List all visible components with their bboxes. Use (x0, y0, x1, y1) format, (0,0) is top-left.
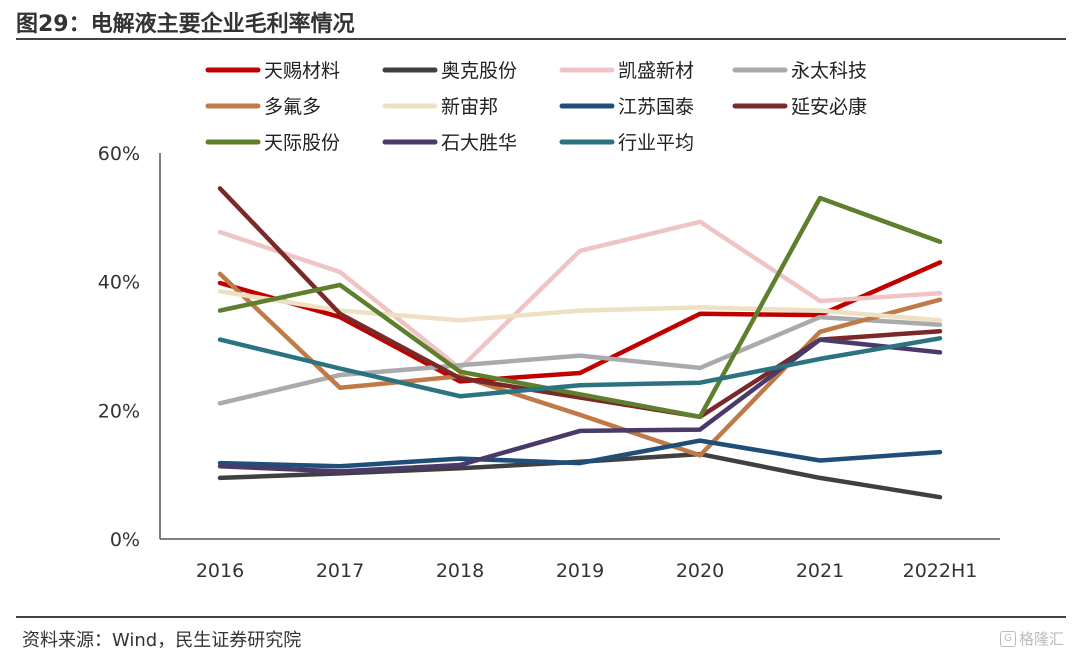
legend-label: 延安必康 (791, 96, 867, 118)
legend-label: 天际股份 (264, 132, 340, 154)
series-line-3 (217, 219, 943, 371)
watermark: G 格隆汇 (999, 628, 1064, 649)
legend-label: 行业平均 (618, 132, 694, 154)
series-line-9 (217, 195, 943, 420)
y-tick-label: 20% (98, 400, 140, 422)
series-line-4 (217, 314, 943, 406)
legend-label: 石大胜华 (441, 132, 517, 154)
watermark-logo-icon: G (999, 630, 1016, 647)
page-title: 图29：电解液主要企业毛利率情况 (16, 12, 355, 37)
series-line-8 (217, 186, 943, 420)
x-tick-label: 2020 (676, 560, 724, 582)
series-line-5 (217, 271, 943, 458)
legend-label: 天赐材料 (264, 60, 340, 82)
y-tick-label: 60% (98, 143, 140, 165)
x-tick-label: 2017 (316, 560, 364, 582)
x-tick-label: 2016 (196, 560, 244, 582)
x-tick-label: 2019 (556, 560, 604, 582)
legend-label: 新宙邦 (441, 96, 498, 118)
x-tick-label: 2022H1 (903, 560, 978, 582)
legend-label: 永太科技 (791, 60, 867, 82)
watermark-text: 格隆汇 (1018, 630, 1064, 648)
x-tick-label: 2021 (796, 560, 844, 582)
line-chart: 0% 20% 40% 60% 2016 2017 2018 2019 2020 2021 2022H… (98, 60, 1000, 582)
legend-label: 奥克股份 (441, 60, 517, 82)
x-tick-label: 2018 (436, 560, 484, 582)
footer-divider (16, 616, 1066, 618)
legend-label: 江苏国泰 (618, 96, 694, 118)
series-line-10 (217, 337, 943, 474)
source-note: 资料来源：Wind，民生证券研究院 (22, 630, 302, 651)
series-line-11 (217, 336, 943, 399)
legend-label: 多氟多 (264, 96, 321, 118)
series-line-7 (217, 438, 943, 469)
y-tick-label: 40% (98, 272, 140, 294)
y-tick-label: 0% (110, 529, 140, 551)
title-divider (16, 38, 1066, 40)
legend-label: 凯盛新材 (618, 60, 694, 82)
